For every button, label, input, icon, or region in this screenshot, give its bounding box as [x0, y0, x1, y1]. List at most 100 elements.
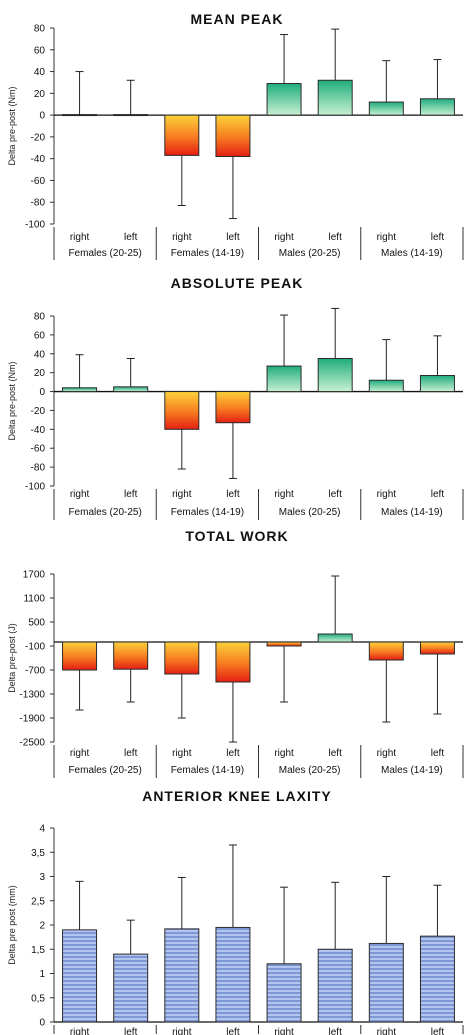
bar [62, 641, 98, 671]
group-label: Males (20-25) [279, 765, 341, 776]
bar [215, 926, 251, 1023]
bar [164, 391, 200, 430]
category-label: right [172, 1027, 192, 1035]
bar [317, 358, 353, 393]
bar [62, 929, 98, 1023]
category-label: right [70, 232, 90, 243]
bar [164, 641, 200, 675]
y-tick-label: 80 [34, 24, 46, 35]
category-label: right [172, 489, 192, 500]
y-tick-label: -40 [31, 425, 46, 436]
y-tick-label: -1900 [19, 714, 45, 725]
y-axis-label: Delta pre-post (J) [7, 623, 17, 693]
bar [317, 633, 353, 643]
bar [215, 641, 251, 683]
chart-title: MEAN PEAK [190, 11, 283, 27]
bar [368, 101, 404, 116]
category-label: right [274, 232, 294, 243]
group-label: Males (14-19) [381, 507, 443, 518]
y-tick-label: -100 [25, 642, 45, 653]
category-label: right [274, 748, 294, 759]
y-tick-label: -80 [31, 463, 46, 474]
bar [368, 379, 404, 393]
y-tick-label: -20 [31, 406, 46, 417]
bar [215, 114, 251, 157]
y-tick-label: -20 [31, 132, 46, 143]
y-tick-label: 4 [39, 824, 45, 835]
bar [317, 79, 353, 116]
y-tick-label: 2 [39, 921, 45, 932]
y-tick-label: -700 [25, 666, 45, 677]
y-tick-label: 500 [28, 618, 45, 629]
group-label: Females (20-25) [68, 507, 141, 518]
y-tick-label: -2500 [19, 738, 45, 749]
bar [266, 641, 302, 647]
y-tick-label: -1300 [19, 690, 45, 701]
bar [266, 365, 302, 393]
category-label: right [377, 1027, 397, 1035]
bar [113, 114, 149, 117]
y-tick-label: 0 [39, 1018, 45, 1029]
group-label: Females (14-19) [171, 765, 244, 776]
y-tick-label: 40 [34, 67, 46, 78]
category-label: left [226, 748, 240, 759]
category-label: left [431, 748, 445, 759]
chart-title: ABSOLUTE PEAK [171, 275, 304, 291]
y-tick-label: -40 [31, 154, 46, 165]
bar [419, 375, 455, 393]
y-tick-label: -60 [31, 444, 46, 455]
group-label: Males (20-25) [279, 507, 341, 518]
y-axis-label: Delta pre-post (Nm) [7, 86, 17, 165]
y-tick-label: 1700 [23, 570, 46, 581]
y-tick-label: 0 [39, 387, 45, 398]
group-label: Males (14-19) [381, 765, 443, 776]
y-tick-label: -80 [31, 198, 46, 209]
bar [266, 963, 302, 1023]
category-label: left [124, 489, 138, 500]
category-label: right [274, 1027, 294, 1035]
y-tick-label: -100 [25, 220, 45, 231]
y-tick-label: 1,5 [31, 945, 45, 956]
y-tick-label: 2,5 [31, 896, 45, 907]
bar [113, 953, 149, 1023]
y-tick-label: -60 [31, 176, 46, 187]
y-tick-label: 80 [34, 312, 46, 323]
bar [419, 935, 455, 1023]
bar [317, 948, 353, 1023]
category-label: right [377, 748, 397, 759]
group-label: Females (20-25) [68, 765, 141, 776]
chart-title: ANTERIOR KNEE LAXITY [142, 788, 332, 804]
bar [215, 391, 251, 424]
category-label: left [329, 232, 343, 243]
bar [368, 641, 404, 661]
category-label: right [172, 232, 192, 243]
bar [164, 114, 200, 156]
bar [113, 641, 149, 670]
category-label: right [70, 489, 90, 500]
category-label: left [124, 232, 138, 243]
group-label: Males (14-19) [381, 248, 443, 259]
category-label: right [377, 232, 397, 243]
y-tick-label: -100 [25, 482, 45, 493]
category-label: left [226, 489, 240, 500]
category-label: right [172, 748, 192, 759]
y-axis-label: Delta pre post (mm) [7, 885, 17, 965]
bar [419, 98, 455, 116]
y-axis-label: Delta pre-post (Nm) [7, 361, 17, 440]
category-label: right [377, 489, 397, 500]
y-tick-label: 20 [34, 368, 46, 379]
category-label: left [226, 232, 240, 243]
category-label: left [124, 1027, 138, 1035]
category-label: left [431, 232, 445, 243]
y-tick-label: 60 [34, 330, 46, 341]
group-label: Females (14-19) [171, 248, 244, 259]
y-tick-label: 3 [39, 872, 45, 883]
group-label: Females (14-19) [171, 507, 244, 518]
y-tick-label: 60 [34, 45, 46, 56]
category-label: left [431, 489, 445, 500]
category-label: left [329, 1027, 343, 1035]
category-label: right [70, 1027, 90, 1035]
y-tick-label: 0 [39, 111, 45, 122]
bar [113, 386, 149, 393]
